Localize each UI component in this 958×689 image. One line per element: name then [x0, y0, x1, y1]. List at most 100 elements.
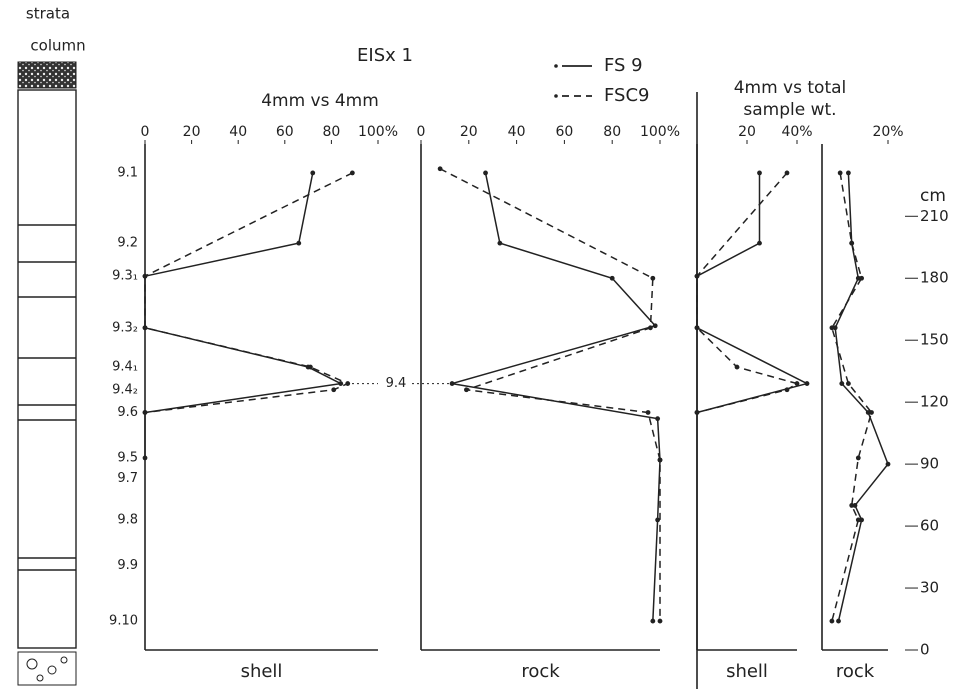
point: [694, 410, 700, 415]
x-tick-label: 20: [460, 124, 478, 140]
panel-title: 4mm vs 4mm: [261, 91, 379, 111]
x-tick-label: 100%: [640, 124, 680, 140]
point: [852, 503, 858, 508]
point: [437, 166, 443, 172]
y-tick-label: 0: [920, 641, 930, 659]
point: [784, 170, 790, 176]
x-tick-label: 20: [183, 124, 201, 140]
point: [869, 410, 874, 415]
point: [804, 381, 810, 386]
panel-title: 4mm vs total: [734, 78, 847, 98]
series-line: [439, 168, 661, 622]
point: [855, 275, 861, 281]
sample-label: 9.2: [117, 236, 138, 251]
x-axis-label: rock: [521, 661, 560, 682]
sample-label: 9.3₂: [112, 320, 138, 335]
series-line: [144, 172, 353, 414]
x-tick-label: 20: [738, 124, 756, 140]
sample-label: 9.7: [117, 471, 138, 486]
point: [652, 323, 658, 329]
x-axis-label: shell: [241, 661, 283, 682]
legend-label: FS 9: [604, 55, 643, 76]
x-tick-label: 60: [276, 124, 294, 140]
series-line: [451, 172, 661, 622]
x-tick-label: 40: [229, 124, 247, 140]
point: [855, 517, 861, 523]
sample-label: 9.4₂: [112, 382, 138, 397]
sample-label: 9.6: [117, 405, 138, 420]
x-axis-label: rock: [836, 661, 875, 682]
series-line: [831, 172, 873, 622]
y-tick-label: 60: [920, 517, 939, 535]
point: [645, 410, 651, 415]
x-tick-label: 80: [603, 124, 621, 140]
y-tick-label: 180: [920, 269, 949, 287]
point: [784, 387, 790, 393]
point: [855, 455, 861, 461]
legend-marker: [554, 94, 558, 98]
point: [859, 275, 864, 281]
sample-label: 9.8: [117, 512, 138, 527]
point: [142, 273, 148, 279]
link-label: 9.4: [386, 376, 407, 391]
y-axis-label: cm: [920, 186, 946, 206]
point: [345, 381, 351, 386]
point: [142, 455, 148, 461]
point: [338, 381, 344, 386]
point: [655, 517, 661, 523]
point: [609, 275, 615, 281]
point: [839, 381, 845, 386]
x-tick-label: 0: [417, 124, 426, 140]
sample-label: 9.3₁: [112, 269, 138, 284]
point: [464, 387, 469, 393]
point: [296, 240, 302, 246]
y-tick-label: 210: [920, 207, 949, 225]
point: [449, 381, 455, 386]
point: [757, 170, 762, 176]
point: [885, 461, 891, 467]
site-title: EISx 1: [357, 45, 413, 66]
point: [859, 517, 864, 523]
panel-title: sample wt.: [743, 100, 836, 120]
point: [657, 457, 663, 463]
point: [650, 275, 656, 281]
point: [757, 240, 762, 246]
x-tick-label: 80: [322, 124, 340, 140]
y-tick-label: 150: [920, 331, 949, 349]
point: [829, 618, 835, 624]
point: [794, 381, 800, 386]
point: [694, 325, 700, 331]
legend-label: FSC9: [604, 85, 649, 106]
sample-label: 9.1: [117, 165, 138, 180]
point: [846, 170, 851, 176]
point: [331, 387, 337, 393]
point: [837, 170, 843, 176]
point: [648, 325, 653, 331]
point: [308, 364, 313, 370]
point: [836, 618, 841, 624]
point: [142, 410, 148, 415]
y-tick-label: 90: [920, 455, 939, 473]
point: [829, 325, 835, 331]
x-tick-label: 40%: [781, 124, 812, 140]
point: [849, 503, 855, 508]
sample-label: 9.10: [109, 614, 138, 629]
strata-label: strata: [26, 5, 70, 23]
x-tick-label: 60: [555, 124, 573, 140]
point: [734, 364, 740, 370]
point: [846, 381, 851, 386]
sample-label: 9.4₁: [112, 360, 138, 375]
point: [694, 273, 700, 279]
legend-marker: [554, 64, 558, 68]
point: [865, 410, 871, 415]
series-line: [696, 172, 799, 414]
point: [849, 240, 855, 246]
point: [349, 170, 355, 176]
y-tick-label: 120: [920, 393, 949, 411]
x-axis-label: shell: [726, 661, 768, 682]
series-line: [144, 172, 344, 458]
x-tick-label: 100%: [358, 124, 398, 140]
point: [655, 416, 661, 422]
point: [483, 170, 488, 176]
strata-column: [17, 61, 77, 686]
